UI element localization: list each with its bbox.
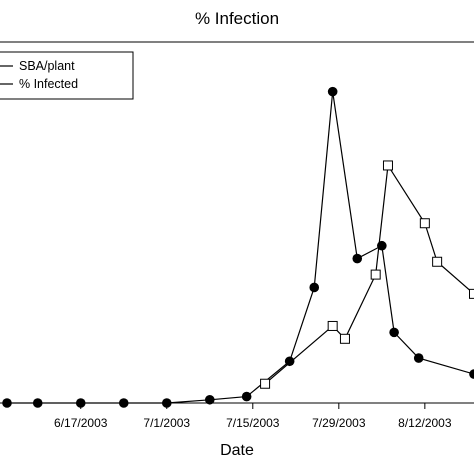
data-point-sba (413, 353, 424, 363)
legend-label: % Infected (19, 77, 78, 91)
data-point-infected (260, 378, 271, 389)
data-point-sba (204, 394, 215, 405)
chart-title: % Infection (194, 9, 280, 28)
data-point-sba (309, 282, 320, 293)
data-point-sba (389, 327, 399, 338)
data-point-sba (161, 398, 172, 408)
data-point-infected (432, 256, 443, 267)
data-point-infected (370, 269, 381, 280)
data-point-sba (469, 369, 474, 379)
legend-label: SBA/plant (19, 59, 75, 73)
data-point-sba (2, 398, 12, 408)
x-tick-label: 7/29/2003 (312, 416, 366, 430)
x-tick-label: 8/12/2003 (398, 416, 452, 430)
series-line--infected (264, 163, 474, 385)
data-point-infected (327, 320, 338, 331)
data-point-sba (32, 398, 43, 408)
data-point-infected (382, 160, 393, 171)
data-point-sba (284, 356, 295, 367)
data-point-infected (469, 288, 474, 299)
series-line-sba-plant (7, 91, 474, 404)
data-point-sba (118, 398, 129, 408)
x-axis-label: Date (220, 442, 254, 459)
data-point-sba (352, 253, 363, 264)
data-point-sba (241, 391, 252, 402)
data-point-infected (339, 333, 350, 344)
data-point-infected (419, 218, 430, 229)
data-point-sba (327, 86, 338, 97)
x-tick-label: 7/1/2003 (143, 416, 190, 430)
data-point-sba (75, 398, 86, 408)
legend-box (0, 51, 134, 100)
x-tick-label: 6/17/2003 (54, 416, 108, 430)
x-tick-label: 7/15/2003 (226, 416, 280, 430)
